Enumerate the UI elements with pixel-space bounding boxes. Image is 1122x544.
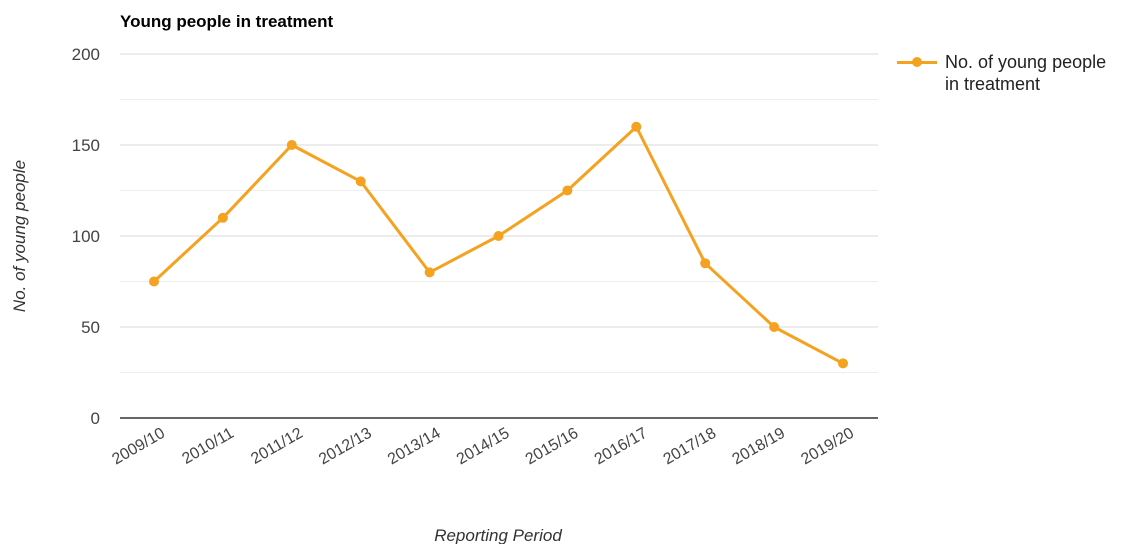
x-axis-ticks: 2009/10 2010/11 2011/12 2012/13 2013/14 2014/…: [109, 425, 857, 469]
data-point: [562, 185, 573, 196]
data-point: [769, 322, 780, 332]
x-tick-label: 2014/15: [454, 425, 513, 469]
data-point: [700, 258, 711, 269]
y-axis-label: No. of young people: [10, 160, 29, 312]
legend: No. of young people in treatment: [897, 51, 1112, 95]
chart-title: Young people in treatment: [120, 12, 334, 31]
y-tick-label: 0: [91, 409, 100, 428]
y-tick-label: 100: [72, 227, 100, 246]
data-point: [424, 267, 435, 278]
data-point: [217, 212, 228, 223]
x-tick-label: 2012/13: [316, 425, 375, 469]
x-tick-label: 2009/10: [109, 425, 168, 469]
data-point: [631, 121, 642, 132]
x-tick-label: 2013/14: [385, 425, 444, 469]
y-tick-label: 150: [72, 136, 100, 155]
series-line: [152, 125, 844, 365]
x-tick-label: 2016/17: [592, 425, 651, 469]
data-point: [838, 358, 848, 369]
x-tick-label: 2018/19: [730, 425, 789, 469]
x-tick-label: 2011/12: [248, 425, 306, 468]
series-layer: [149, 121, 848, 369]
legend-marker: [897, 51, 937, 71]
y-axis-ticks: 0 50 100 150 200: [72, 45, 100, 428]
x-tick-label: 2015/16: [523, 425, 582, 469]
x-tick-label: 2017/18: [661, 425, 720, 469]
x-tick-label: 2019/20: [798, 425, 857, 469]
data-point: [286, 140, 297, 150]
x-tick-label: 2010/11: [179, 425, 237, 468]
legend-label: No. of young people in treatment: [945, 52, 1107, 94]
grid-lines: [120, 53, 878, 419]
data-point: [149, 276, 159, 287]
y-tick-label: 200: [72, 45, 100, 64]
data-point: [493, 231, 504, 241]
y-tick-label: 50: [81, 318, 100, 337]
x-axis-label: Reporting Period: [434, 526, 562, 544]
data-point: [355, 176, 366, 187]
